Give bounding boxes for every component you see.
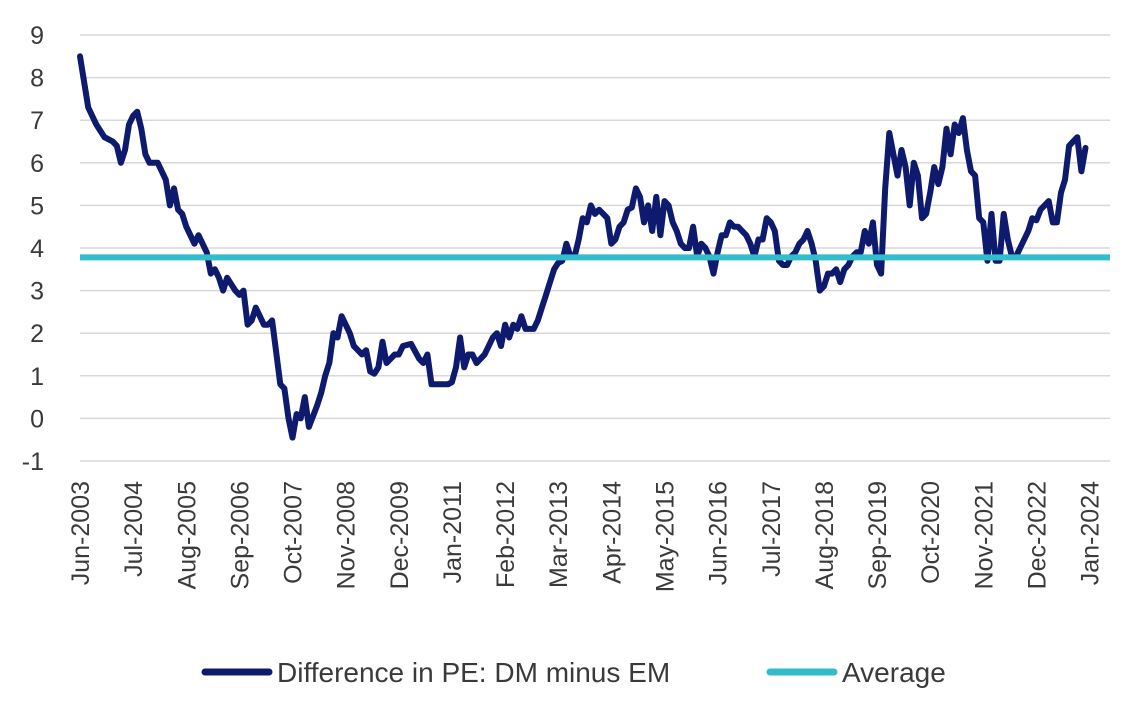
x-tick-label: Nov-2008 — [333, 481, 361, 589]
x-tick-label: Sep-2006 — [226, 481, 254, 589]
series-layer — [77, 53, 1110, 441]
x-tick-label: Oct-2020 — [917, 481, 945, 584]
x-tick-label: Jun-2003 — [67, 481, 95, 585]
x-tick-label: Aug-2018 — [811, 481, 839, 589]
legend: Difference in PE: DM minus EM Average — [201, 657, 946, 688]
x-tick-label: Jan-2011 — [439, 481, 467, 583]
x-tick-label: Nov-2021 — [970, 481, 998, 589]
legend-entry-average-label: Average — [842, 657, 946, 688]
y-tick-label: 1 — [30, 363, 44, 391]
x-tick-label: Apr-2014 — [598, 481, 626, 584]
x-tick-label: Jul-2017 — [758, 481, 786, 577]
legend-entry-difference-in-pe-label: Difference in PE: DM minus EM — [277, 657, 670, 688]
x-tick-label: Aug-2005 — [173, 481, 201, 589]
x-tick-label: Jul-2004 — [120, 481, 148, 577]
x-tick-label: Mar-2013 — [545, 481, 573, 588]
y-tick-label: 9 — [30, 22, 44, 50]
y-axis-tick-labels: -1 0 1 2 3 4 5 6 7 8 9 — [22, 22, 44, 476]
x-tick-label: May-2015 — [651, 481, 679, 592]
x-tick-label: Jun-2016 — [705, 481, 733, 585]
y-tick-label: 8 — [30, 65, 44, 93]
y-tick-label: 7 — [30, 107, 44, 135]
x-axis-tick-labels: Jun-2003 Jul-2004 Aug-2005 Sep-2006 Oct-2007… — [67, 481, 1105, 592]
x-tick-label: Dec-2022 — [1023, 481, 1051, 589]
series-line-difference-in-pe — [77, 53, 1089, 441]
x-tick-label: Sep-2019 — [864, 481, 892, 589]
x-tick-label: Jan-2024 — [1077, 481, 1105, 585]
x-tick-label: Feb-2012 — [492, 481, 520, 588]
y-tick-label: 4 — [30, 235, 44, 263]
y-tick-label: 5 — [30, 192, 44, 220]
y-tick-label: 6 — [30, 150, 44, 178]
y-tick-label: -1 — [22, 448, 44, 476]
x-tick-label: Dec-2009 — [386, 481, 414, 589]
x-tick-label: Oct-2007 — [280, 481, 308, 584]
gridlines — [80, 34, 1110, 462]
y-tick-label: 3 — [30, 278, 44, 306]
y-tick-label: 2 — [30, 320, 44, 348]
y-tick-label: 0 — [30, 405, 44, 433]
